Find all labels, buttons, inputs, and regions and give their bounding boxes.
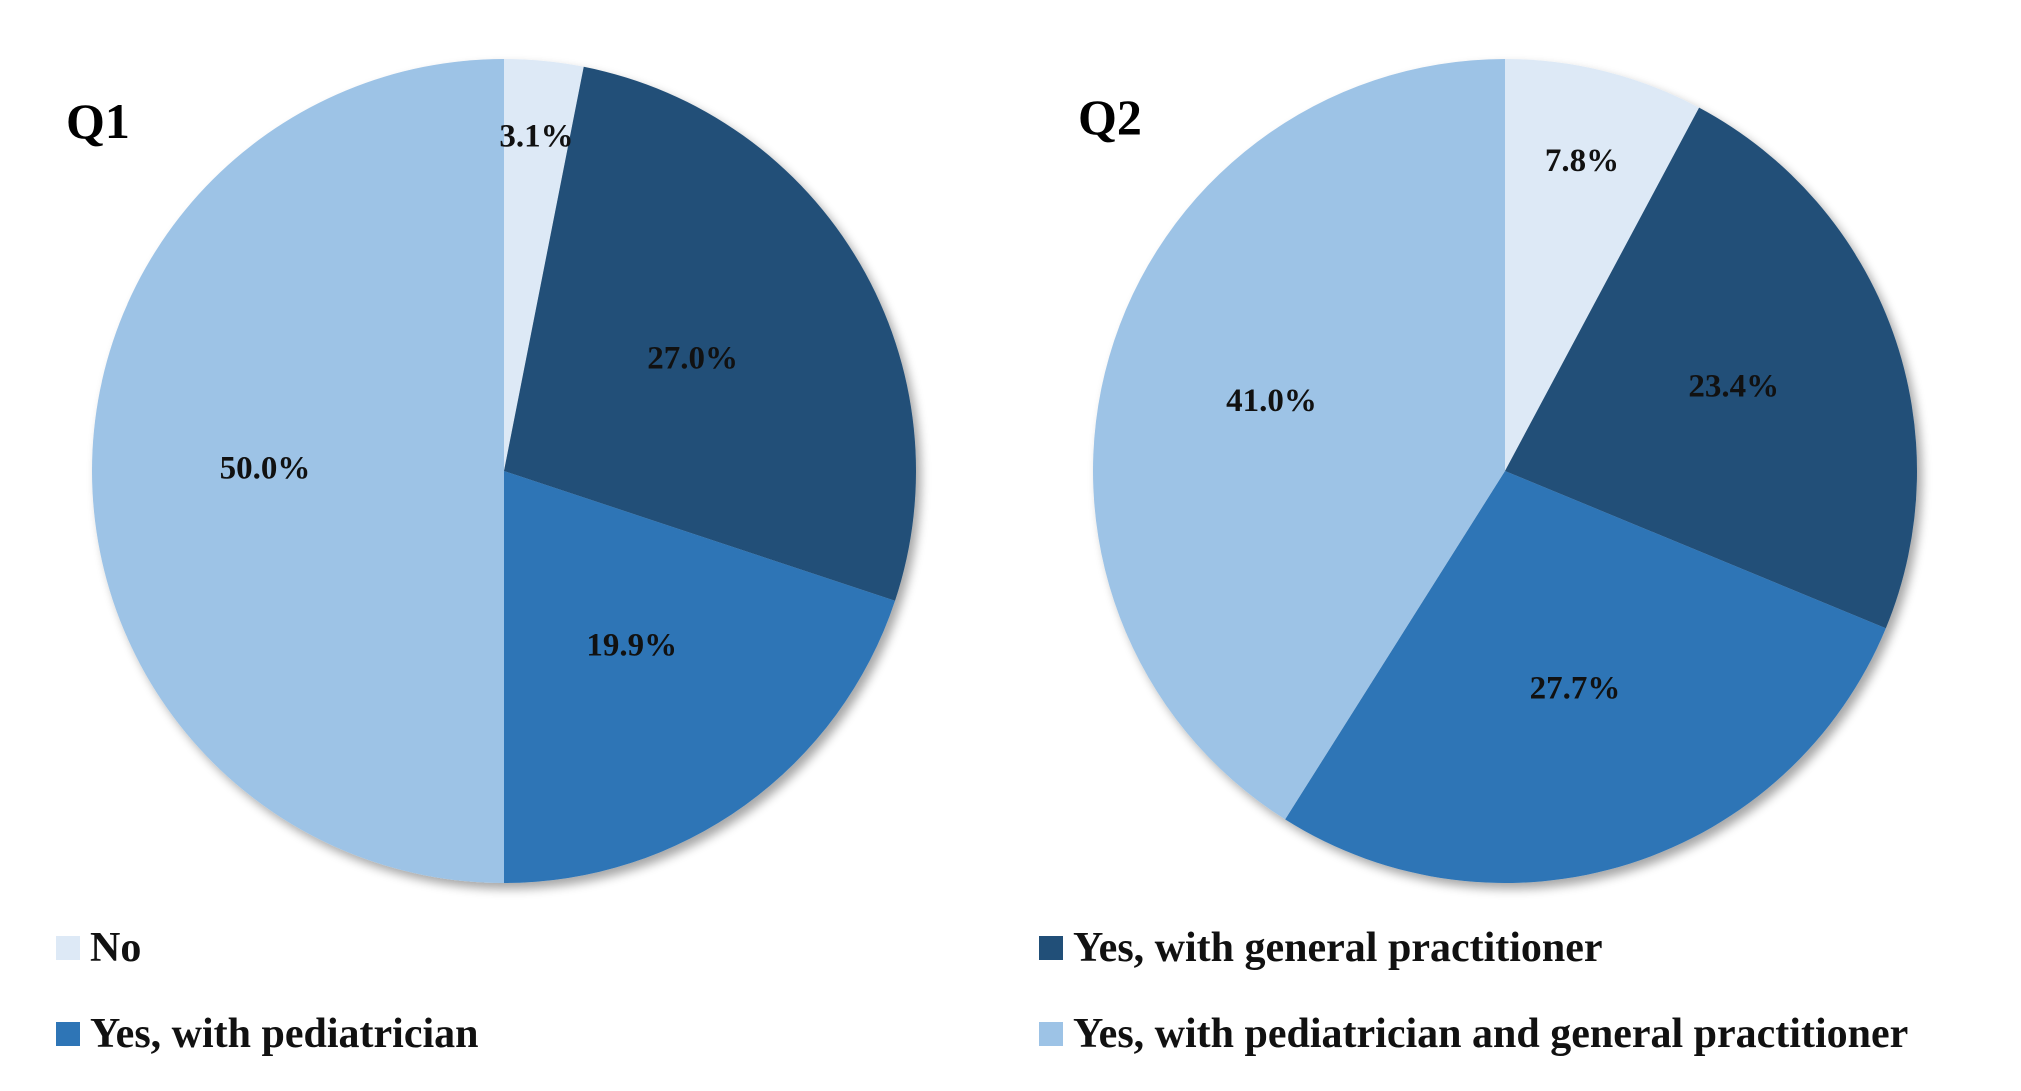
legend-label-pediatrician-and-general-practitioner: Yes, with pediatrician and general pract… xyxy=(1073,1011,1909,1057)
legend-swatch-pediatrician xyxy=(56,1022,80,1046)
q1-label-pediatrician: 19.9% xyxy=(586,628,677,664)
q2-title: Q2 xyxy=(1078,89,1142,145)
q2-label-general-practitioner: 23.4% xyxy=(1688,369,1779,405)
legend-swatch-no xyxy=(56,936,80,960)
q2-label-pediatrician-and-general-practitioner: 41.0% xyxy=(1226,383,1317,419)
legend-label-general-practitioner: Yes, with general practitioner xyxy=(1073,925,1603,971)
q1-slice-labels: 3.1% 27.0% 19.9% 50.0% xyxy=(220,118,738,663)
legend-item-no: No xyxy=(56,923,141,973)
q1-slice-no xyxy=(504,59,584,471)
q2-slice-pediatrician-and-general-practitioner xyxy=(1093,59,1505,820)
q2-pie xyxy=(1093,59,1917,884)
q1-label-general-practitioner: 27.0% xyxy=(647,341,738,377)
q2-slice-general-practitioner xyxy=(1505,107,1917,629)
q1-label-pediatrician-and-general-practitioner: 50.0% xyxy=(220,451,311,487)
legend-label-pediatrician: Yes, with pediatrician xyxy=(90,1011,479,1057)
q1-slice-pediatrician xyxy=(504,471,896,884)
q1-slice-pediatrician-and-general-practitioner xyxy=(92,59,504,883)
q1-pie xyxy=(92,59,916,884)
q2-slice-labels: 7.8% 23.4% 27.7% 41.0% xyxy=(1226,143,1779,707)
q2-label-no: 7.8% xyxy=(1545,143,1619,179)
legend-label-no: No xyxy=(90,925,142,971)
legend-item-pediatrician-and-general-practitioner: Yes, with pediatrician and general pract… xyxy=(1039,1009,1908,1059)
q2-slice-no xyxy=(1505,59,1700,471)
legend-swatch-general-practitioner xyxy=(1039,936,1063,960)
q1-title: Q1 xyxy=(66,93,130,149)
legend-swatch-pediatrician-and-general-practitioner xyxy=(1039,1022,1063,1046)
legend-item-pediatrician: Yes, with pediatrician xyxy=(56,1009,479,1059)
legend-item-general-practitioner: Yes, with general practitioner xyxy=(1039,923,1603,973)
q2-slice-pediatrician xyxy=(1285,471,1886,884)
q1-slice-general-practitioner xyxy=(504,66,916,601)
q2-label-pediatrician: 27.7% xyxy=(1530,670,1621,706)
q1-label-no: 3.1% xyxy=(499,118,573,154)
